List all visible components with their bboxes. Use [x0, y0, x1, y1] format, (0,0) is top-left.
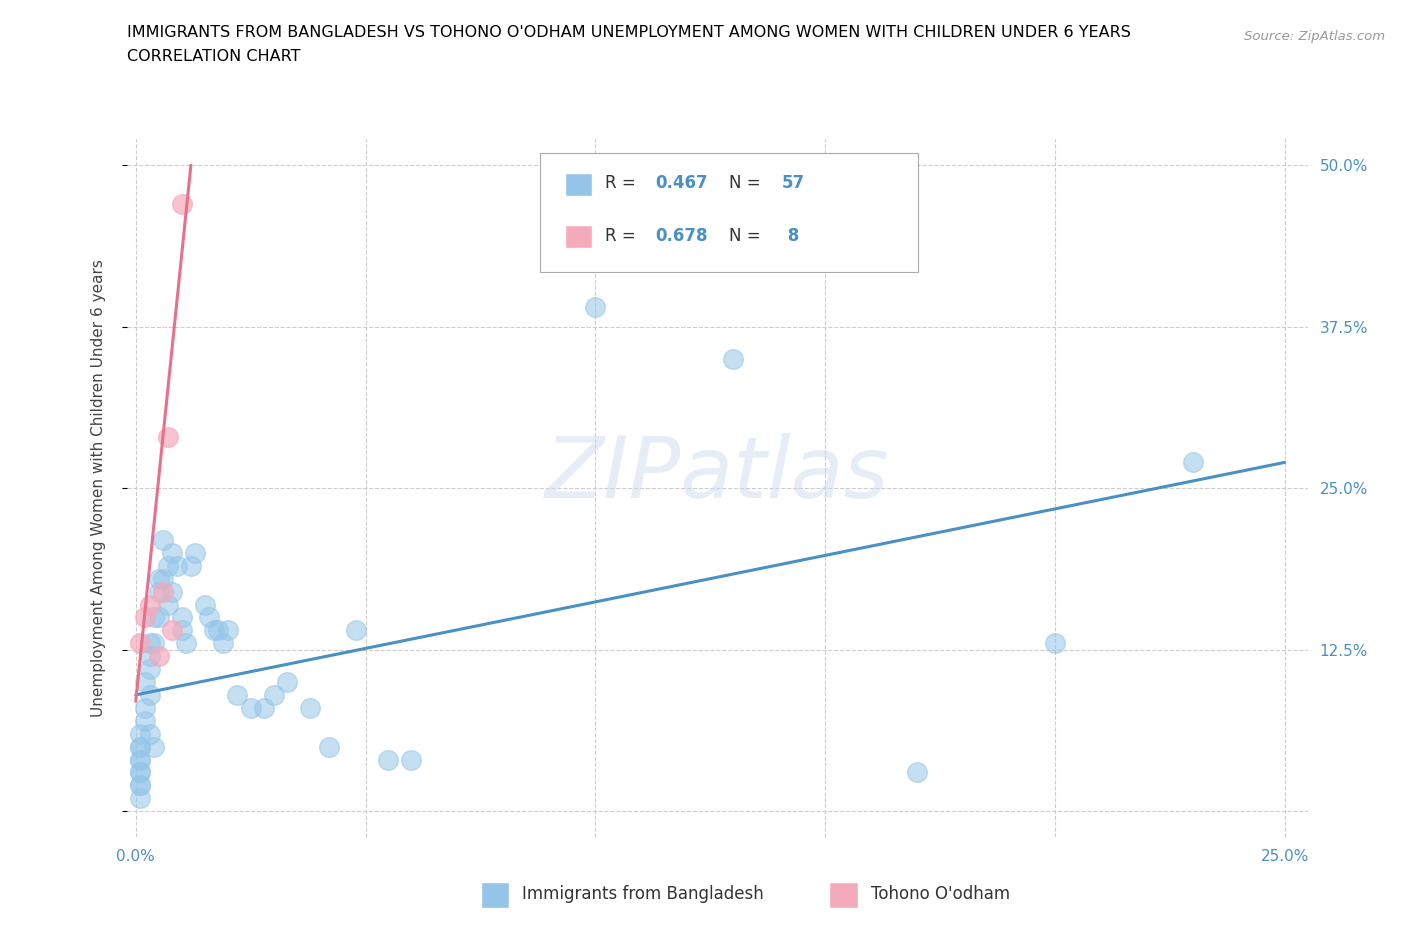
Text: 0.678: 0.678	[655, 227, 709, 245]
Point	[156, 597, 179, 612]
Point	[138, 597, 160, 612]
Point	[129, 790, 152, 805]
FancyBboxPatch shape	[540, 153, 918, 272]
Point	[156, 558, 179, 573]
Point	[148, 610, 170, 625]
Point	[129, 777, 152, 792]
Point	[134, 674, 156, 689]
Point	[138, 687, 160, 702]
Point	[583, 300, 606, 315]
Point	[129, 752, 152, 767]
Point	[905, 765, 928, 780]
Point	[276, 674, 298, 689]
Point	[134, 713, 156, 728]
Point	[152, 571, 174, 586]
Point	[148, 584, 170, 599]
Point	[129, 636, 152, 651]
Point	[253, 700, 276, 715]
Text: Immigrants from Bangladesh: Immigrants from Bangladesh	[522, 885, 763, 903]
Point	[217, 623, 239, 638]
Point	[318, 739, 340, 754]
Text: Source: ZipAtlas.com: Source: ZipAtlas.com	[1244, 30, 1385, 43]
Point	[170, 623, 193, 638]
Point	[134, 610, 156, 625]
Point	[129, 765, 152, 780]
Point	[377, 752, 399, 767]
Point	[138, 661, 160, 676]
Point	[138, 726, 160, 741]
Text: 0.467: 0.467	[655, 175, 709, 193]
Text: R =: R =	[605, 175, 641, 193]
Text: Tohono O'odham: Tohono O'odham	[870, 885, 1010, 903]
FancyBboxPatch shape	[481, 882, 509, 908]
Point	[170, 196, 193, 211]
Point	[1181, 455, 1204, 470]
FancyBboxPatch shape	[565, 226, 592, 248]
Text: N =: N =	[728, 175, 766, 193]
Point	[129, 726, 152, 741]
FancyBboxPatch shape	[565, 174, 592, 196]
Text: CORRELATION CHART: CORRELATION CHART	[127, 49, 299, 64]
Text: 57: 57	[782, 175, 806, 193]
Point	[194, 597, 217, 612]
FancyBboxPatch shape	[830, 882, 858, 908]
Y-axis label: Unemployment Among Women with Children Under 6 years: Unemployment Among Women with Children U…	[91, 259, 105, 717]
Point	[207, 623, 229, 638]
Point	[212, 636, 235, 651]
Text: N =: N =	[728, 227, 766, 245]
Point	[721, 352, 744, 366]
Point	[162, 623, 184, 638]
Point	[129, 777, 152, 792]
Text: ZIPatlas: ZIPatlas	[546, 432, 889, 516]
Point	[170, 610, 193, 625]
Point	[162, 584, 184, 599]
Point	[143, 739, 166, 754]
Point	[174, 636, 197, 651]
Text: R =: R =	[605, 227, 641, 245]
Point	[180, 558, 202, 573]
Point	[202, 623, 225, 638]
Text: IMMIGRANTS FROM BANGLADESH VS TOHONO O'ODHAM UNEMPLOYMENT AMONG WOMEN WITH CHILD: IMMIGRANTS FROM BANGLADESH VS TOHONO O'O…	[127, 25, 1130, 40]
Point	[198, 610, 221, 625]
Point	[143, 610, 166, 625]
Point	[184, 545, 207, 560]
Point	[129, 739, 152, 754]
Point	[152, 533, 174, 548]
Point	[134, 700, 156, 715]
Point	[129, 752, 152, 767]
Point	[129, 765, 152, 780]
Point	[263, 687, 285, 702]
Point	[148, 649, 170, 664]
Point	[225, 687, 247, 702]
Point	[162, 545, 184, 560]
Point	[138, 636, 160, 651]
Point	[129, 739, 152, 754]
Point	[239, 700, 262, 715]
Point	[148, 571, 170, 586]
Point	[344, 623, 367, 638]
Point	[1043, 636, 1066, 651]
Point	[401, 752, 423, 767]
Point	[143, 636, 166, 651]
Point	[299, 700, 322, 715]
Text: 8: 8	[782, 227, 799, 245]
Point	[166, 558, 188, 573]
Point	[152, 584, 174, 599]
Point	[138, 649, 160, 664]
Point	[156, 429, 179, 444]
